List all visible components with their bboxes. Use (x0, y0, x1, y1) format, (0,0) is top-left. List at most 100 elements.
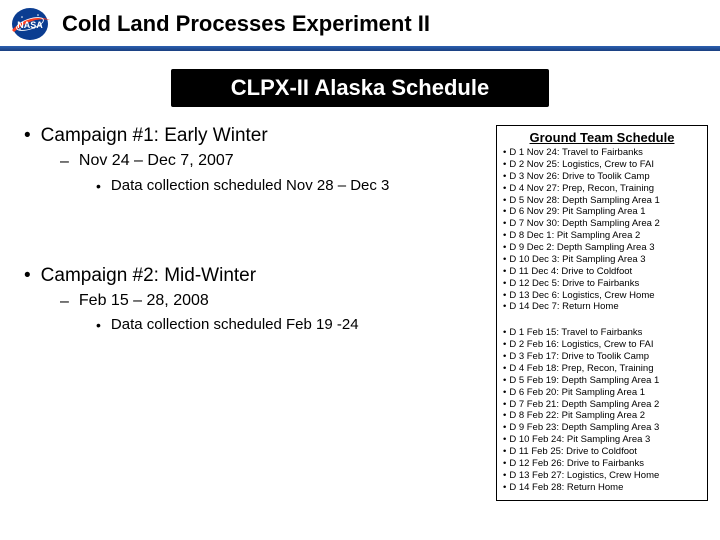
schedule-item-text: D 8 Feb 22: Pit Sampling Area 2 (509, 410, 645, 422)
schedule-item: •D 4 Feb 18: Prep, Recon, Training (503, 363, 701, 375)
bullet-icon: • (503, 290, 506, 302)
campaign-dates: Feb 15 – 28, 2008 (79, 292, 209, 313)
schedule-item: •D 2 Feb 16: Logistics, Crew to FAI (503, 339, 701, 351)
schedule-item: •D 8 Dec 1: Pit Sampling Area 2 (503, 230, 701, 242)
schedule-item-text: D 10 Dec 3: Pit Sampling Area 3 (509, 254, 645, 266)
schedule-item-text: D 11 Feb 25: Drive to Coldfoot (509, 446, 637, 458)
schedule-item-text: D 5 Feb 19: Depth Sampling Area 1 (509, 375, 659, 387)
bullet-icon: • (503, 375, 506, 387)
bullet-icon: • (503, 363, 506, 375)
schedule-item: •D 6 Nov 29: Pit Sampling Area 1 (503, 206, 701, 218)
schedule-item-text: D 9 Feb 23: Depth Sampling Area 3 (509, 422, 659, 434)
dash-icon: – (60, 152, 69, 173)
campaign-detail: Data collection scheduled Nov 28 – Dec 3 (111, 177, 390, 195)
schedule-item: •D 13 Feb 27: Logistics, Crew Home (503, 470, 701, 482)
schedule-group: •D 1 Feb 15: Travel to Fairbanks•D 2 Feb… (503, 327, 701, 493)
schedule-item-text: D 13 Dec 6: Logistics, Crew Home (509, 290, 654, 302)
bullet-icon: • (503, 482, 506, 494)
schedule-item: •D 3 Nov 26: Drive to Toolik Camp (503, 171, 701, 183)
schedule-item-text: D 5 Nov 28: Depth Sampling Area 1 (509, 195, 660, 207)
bullet-icon: • (503, 206, 506, 218)
schedule-item-text: D 1 Nov 24: Travel to Fairbanks (509, 147, 643, 159)
schedule-item-text: D 1 Feb 15: Travel to Fairbanks (509, 327, 642, 339)
schedule-item-text: D 4 Feb 18: Prep, Recon, Training (509, 363, 653, 375)
campaign-title-row: • Campaign #2: Mid-Winter (24, 265, 488, 288)
schedule-item: •D 10 Dec 3: Pit Sampling Area 3 (503, 254, 701, 266)
schedule-item: •D 8 Feb 22: Pit Sampling Area 2 (503, 410, 701, 422)
bullet-icon: • (503, 458, 506, 470)
bullet-icon: • (96, 316, 101, 334)
bullet-icon: • (503, 218, 506, 230)
schedule-item: •D 2 Nov 25: Logistics, Crew to FAI (503, 159, 701, 171)
bullet-icon: • (503, 147, 506, 159)
bullet-icon: • (503, 399, 506, 411)
schedule-item: •D 5 Nov 28: Depth Sampling Area 1 (503, 195, 701, 207)
schedule-item: •D 1 Nov 24: Travel to Fairbanks (503, 147, 701, 159)
schedule-item: •D 7 Nov 30: Depth Sampling Area 2 (503, 218, 701, 230)
schedule-item-text: D 9 Dec 2: Depth Sampling Area 3 (509, 242, 654, 254)
schedule-item: •D 3 Feb 17: Drive to Toolik Camp (503, 351, 701, 363)
header: NASA Cold Land Processes Experiment II (0, 0, 720, 44)
subtitle-container: CLPX-II Alaska Schedule (0, 69, 720, 107)
schedule-item-text: D 6 Feb 20: Pit Sampling Area 1 (509, 387, 645, 399)
schedule-item: •D 11 Feb 25: Drive to Coldfoot (503, 446, 701, 458)
campaign-block: • Campaign #2: Mid-Winter – Feb 15 – 28,… (24, 265, 488, 335)
schedule-item: •D 6 Feb 20: Pit Sampling Area 1 (503, 387, 701, 399)
campaign-block: • Campaign #1: Early Winter – Nov 24 – D… (24, 125, 488, 195)
schedule-box: Ground Team Schedule •D 1 Nov 24: Travel… (496, 125, 708, 501)
schedule-item: •D 7 Feb 21: Depth Sampling Area 2 (503, 399, 701, 411)
bullet-icon: • (503, 446, 506, 458)
schedule-item-text: D 12 Feb 26: Drive to Fairbanks (509, 458, 644, 470)
schedule-item: •D 14 Dec 7: Return Home (503, 301, 701, 313)
bullet-icon: • (503, 278, 506, 290)
subtitle: CLPX-II Alaska Schedule (171, 69, 549, 107)
bullet-icon: • (503, 434, 506, 446)
schedule-item-text: D 7 Feb 21: Depth Sampling Area 2 (509, 399, 659, 411)
schedule-item: •D 5 Feb 19: Depth Sampling Area 1 (503, 375, 701, 387)
campaigns-column: • Campaign #1: Early Winter – Nov 24 – D… (24, 125, 488, 501)
schedule-item: •D 9 Feb 23: Depth Sampling Area 3 (503, 422, 701, 434)
bullet-icon: • (24, 125, 31, 148)
nasa-logo-icon: NASA (8, 6, 52, 42)
bullet-icon: • (503, 171, 506, 183)
schedule-item: •D 12 Feb 26: Drive to Fairbanks (503, 458, 701, 470)
schedule-item-text: D 4 Nov 27: Prep, Recon, Training (509, 183, 654, 195)
schedule-item-text: D 12 Dec 5: Drive to Fairbanks (509, 278, 639, 290)
schedule-item-text: D 10 Feb 24: Pit Sampling Area 3 (509, 434, 650, 446)
header-rule (0, 46, 720, 51)
bullet-icon: • (503, 254, 506, 266)
schedule-item-text: D 11 Dec 4: Drive to Coldfoot (509, 266, 632, 278)
bullet-icon: • (503, 470, 506, 482)
schedule-item-text: D 6 Nov 29: Pit Sampling Area 1 (509, 206, 645, 218)
campaign-dates-row: – Nov 24 – Dec 7, 2007 (60, 152, 488, 173)
schedule-item-text: D 14 Dec 7: Return Home (509, 301, 618, 313)
bullet-icon: • (503, 159, 506, 171)
bullet-icon: • (24, 265, 31, 288)
campaign-detail-row: • Data collection scheduled Feb 19 -24 (96, 316, 488, 334)
dash-icon: – (60, 292, 69, 313)
bullet-icon: • (503, 387, 506, 399)
bullet-icon: • (503, 327, 506, 339)
bullet-icon: • (503, 410, 506, 422)
schedule-item: •D 11 Dec 4: Drive to Coldfoot (503, 266, 701, 278)
schedule-item: •D 9 Dec 2: Depth Sampling Area 3 (503, 242, 701, 254)
bullet-icon: • (503, 266, 506, 278)
bullet-icon: • (503, 351, 506, 363)
bullet-icon: • (503, 195, 506, 207)
bullet-icon: • (503, 183, 506, 195)
schedule-item: •D 13 Dec 6: Logistics, Crew Home (503, 290, 701, 302)
campaign-detail: Data collection scheduled Feb 19 -24 (111, 316, 359, 334)
page-title: Cold Land Processes Experiment II (62, 11, 430, 37)
svg-text:NASA: NASA (17, 20, 43, 30)
campaign-dates-row: – Feb 15 – 28, 2008 (60, 292, 488, 313)
schedule-title: Ground Team Schedule (503, 130, 701, 145)
bullet-icon: • (503, 339, 506, 351)
campaign-title-row: • Campaign #1: Early Winter (24, 125, 488, 148)
bullet-icon: • (503, 422, 506, 434)
bullet-icon: • (503, 301, 506, 313)
schedule-item-text: D 2 Nov 25: Logistics, Crew to FAI (509, 159, 654, 171)
campaign-dates: Nov 24 – Dec 7, 2007 (79, 152, 234, 173)
schedule-item: •D 14 Feb 28: Return Home (503, 482, 701, 494)
schedule-item-text: D 3 Nov 26: Drive to Toolik Camp (509, 171, 649, 183)
campaign-title: Campaign #1: Early Winter (41, 125, 268, 148)
